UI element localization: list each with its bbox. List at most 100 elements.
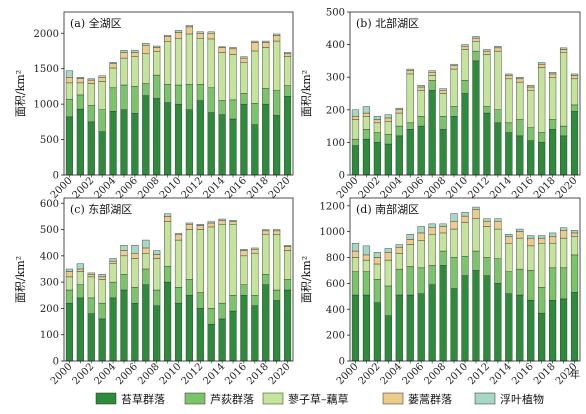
bar-segment	[373, 252, 381, 258]
bar-segment	[373, 119, 381, 124]
x-tick-label: 2004	[92, 361, 118, 387]
chart-panel: 0500100015002000200020022004200620082010…	[14, 11, 294, 201]
bar-segment	[527, 86, 535, 91]
bar-segment	[417, 90, 425, 117]
bar-segment	[483, 54, 491, 107]
x-tick-label: 2010	[158, 361, 184, 387]
bar-segment	[76, 268, 84, 272]
bar-segment	[472, 218, 480, 252]
bar-segment	[483, 257, 491, 276]
bar-segment	[185, 279, 193, 296]
bar-segment	[373, 279, 381, 303]
bar-segment	[109, 111, 117, 176]
bar-segment	[262, 284, 270, 362]
bar-segment	[516, 119, 524, 137]
bar-segment	[570, 111, 579, 176]
bar-segment	[229, 310, 237, 362]
legend-swatch	[262, 392, 284, 405]
bar-segment	[527, 237, 535, 247]
bar-segment	[109, 87, 117, 112]
bar-segment	[207, 87, 215, 113]
bar-segment	[559, 227, 568, 231]
bar-segment	[98, 279, 106, 304]
bar-segment	[218, 224, 226, 304]
bar-segment	[428, 75, 436, 81]
bar-segment	[229, 220, 237, 222]
bar-segment	[131, 258, 139, 288]
bar-segment	[120, 84, 128, 110]
bar-segment	[262, 88, 270, 105]
bar-segment	[406, 129, 414, 176]
bar-segment	[251, 295, 259, 306]
bar-segment	[229, 221, 237, 225]
bar-segment	[76, 76, 84, 79]
bar-segment	[549, 243, 557, 269]
bar-segment	[384, 315, 392, 362]
bar-segment	[472, 50, 480, 62]
x-tick-label: 2020	[267, 361, 293, 387]
bar-segment	[450, 116, 458, 176]
y-tick-label: 300	[326, 73, 345, 84]
y-axis-label: 面积/km²	[300, 256, 313, 303]
bar-segment	[153, 45, 161, 48]
y-tick-label: 0	[339, 357, 345, 368]
bar-segment	[273, 234, 281, 291]
bar-segment	[494, 109, 502, 124]
bar-segment	[229, 295, 237, 312]
legend-swatch	[474, 392, 496, 405]
bar-segment	[98, 318, 106, 362]
legend-label: 蒌蒿群落	[408, 392, 452, 406]
x-tick-label: 2014	[488, 361, 514, 387]
bar-segment	[98, 276, 106, 280]
bar-segment	[196, 31, 204, 34]
bar-segment	[240, 93, 248, 105]
panel-title: (b) 北部湖区	[356, 16, 419, 30]
bar-segment	[472, 250, 480, 271]
bar-segment	[549, 73, 557, 78]
bar-segment	[240, 57, 248, 63]
x-tick-label: 2004	[92, 175, 118, 201]
x-tick-label: 2006	[401, 361, 427, 387]
bar-segment	[505, 78, 513, 124]
bar-segment	[362, 271, 371, 296]
bar-segment	[262, 40, 270, 43]
bar-segment	[164, 266, 172, 283]
bar-segment	[351, 257, 360, 272]
bar-segment	[439, 93, 447, 117]
bar-segment	[142, 247, 150, 254]
bar-segment	[384, 259, 392, 287]
bar-segment	[461, 256, 469, 276]
bar-segment	[131, 245, 139, 254]
bar-segment	[120, 289, 128, 362]
bar-segment	[153, 254, 161, 259]
bar-segment	[153, 51, 161, 76]
bar-segment	[131, 52, 139, 57]
bar-segment	[273, 289, 281, 301]
bar-segment	[472, 41, 480, 52]
bar-segment	[538, 237, 546, 244]
bar-segment	[362, 116, 371, 130]
bar-segment	[559, 267, 568, 300]
bar-segment	[505, 132, 513, 176]
bar-segment	[559, 52, 568, 127]
bar-segment	[417, 240, 425, 269]
x-tick-label: 2016	[510, 361, 536, 387]
bar-segment	[153, 250, 161, 255]
bar-segment	[218, 302, 226, 320]
bar-segment	[505, 243, 513, 272]
bar-segment	[483, 221, 491, 227]
legend-label: 浮叶植物	[500, 392, 544, 406]
bar-segment	[185, 295, 193, 362]
bar-segment	[549, 72, 557, 75]
bar-segment	[283, 246, 292, 251]
bar-segment	[406, 73, 414, 124]
x-tick-label: 2014	[201, 361, 227, 387]
bar-segment	[559, 47, 568, 50]
bar-segment	[87, 78, 95, 81]
bar-segment	[428, 227, 436, 235]
bar-segment	[538, 243, 546, 288]
bar-segment	[439, 226, 447, 234]
x-axis-unit: 年	[570, 368, 580, 381]
bar-segment	[373, 122, 381, 133]
